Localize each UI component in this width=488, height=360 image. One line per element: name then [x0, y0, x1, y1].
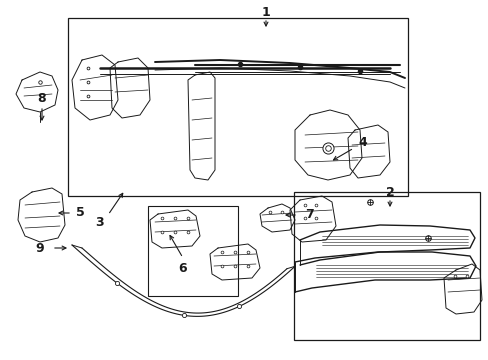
Text: 3: 3: [96, 216, 104, 229]
Text: 5: 5: [76, 207, 84, 220]
Text: 7: 7: [305, 208, 314, 221]
Text: 2: 2: [385, 185, 393, 198]
Text: 8: 8: [38, 91, 46, 104]
Text: 1: 1: [261, 5, 270, 18]
Bar: [293, 192, 479, 340]
Text: 6: 6: [178, 261, 187, 274]
Text: 4: 4: [358, 135, 366, 148]
Bar: [68, 18, 407, 196]
Text: 9: 9: [36, 242, 44, 255]
Bar: [148, 206, 238, 296]
